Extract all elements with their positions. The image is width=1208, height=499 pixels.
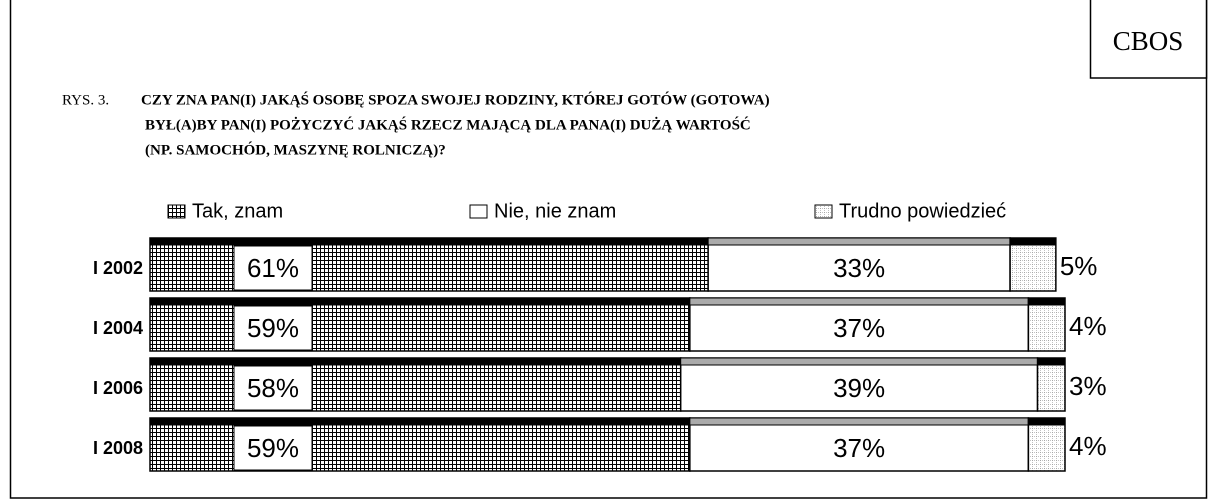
value-label: 37% xyxy=(833,433,885,463)
bar-segment-top xyxy=(689,297,1029,306)
value-label: 61% xyxy=(247,253,299,283)
bar-segment xyxy=(1009,237,1057,292)
value-label: 4% xyxy=(1069,431,1107,461)
bar-segment-top xyxy=(149,357,682,366)
bar-segment-top xyxy=(1027,297,1066,306)
chart-title: BYŁ(A)BY PAN(I) POŻYCZYĆ JAKĄŚ RZECZ MAJ… xyxy=(145,116,751,133)
value-label: 59% xyxy=(247,433,299,463)
value-label: 4% xyxy=(1069,311,1107,341)
bar-segment-top xyxy=(689,417,1029,426)
value-label-box xyxy=(233,245,313,291)
bar-segment-top xyxy=(1037,357,1066,366)
value-label-box xyxy=(233,365,313,411)
source-box xyxy=(1089,0,1208,79)
bar-segment xyxy=(149,417,691,472)
legend-swatch xyxy=(469,204,488,219)
value-label-box xyxy=(233,425,313,471)
value-label: 58% xyxy=(247,373,299,403)
bar-segment-top xyxy=(149,297,691,306)
y-tick-label: I 2002 xyxy=(93,258,143,278)
value-label-box xyxy=(233,305,313,351)
bar-segment-top xyxy=(707,237,1011,246)
value-label: 59% xyxy=(247,313,299,343)
y-tick-label: I 2004 xyxy=(93,318,143,338)
bar-segment-top xyxy=(1027,417,1066,426)
source: CBOS xyxy=(1113,26,1184,56)
legend-swatch xyxy=(167,204,186,219)
value-label: 39% xyxy=(833,373,885,403)
value-label: 37% xyxy=(833,313,885,343)
legend-swatch xyxy=(814,204,833,219)
bar-segment-top xyxy=(149,237,709,246)
legend-label: Trudno powiedzieć xyxy=(839,200,1006,222)
value-label: 5% xyxy=(1060,251,1098,281)
value-label: 33% xyxy=(833,253,885,283)
chart-title: (NP. SAMOCHÓD, MASZYNĘ ROLNICZĄ)? xyxy=(145,141,446,158)
value-label: 3% xyxy=(1069,371,1107,401)
bar-segment xyxy=(1027,417,1066,472)
bar-segment-top xyxy=(149,417,691,426)
bar-segment xyxy=(1027,297,1066,352)
legend-label: Nie, nie znam xyxy=(494,200,616,222)
bar-segment xyxy=(679,357,1039,412)
legend-label: Tak, znam xyxy=(192,200,283,222)
y-tick-label: I 2008 xyxy=(93,438,143,458)
bar-segment xyxy=(689,417,1030,472)
bar-segment-top xyxy=(680,357,1039,366)
frame xyxy=(9,0,1208,499)
bar-segment-top xyxy=(1009,237,1057,246)
bar-segment xyxy=(1036,357,1066,412)
bar-segment xyxy=(149,297,691,352)
figure-label: RYS. 3. xyxy=(62,92,109,108)
bar-segment xyxy=(149,357,682,412)
y-tick-label: I 2006 xyxy=(93,378,143,398)
chart-title: CZY ZNA PAN(I) JAKĄŚ OSOBĘ SPOZA SWOJEJ … xyxy=(141,91,770,108)
